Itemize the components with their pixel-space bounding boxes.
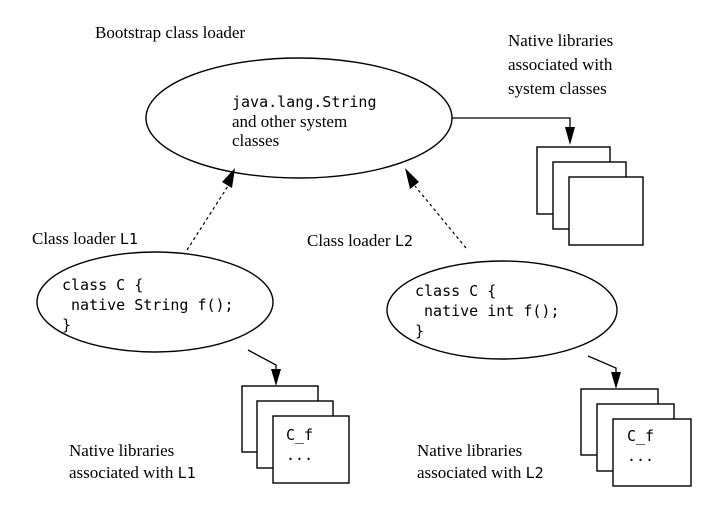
libs2-page-3 [612, 418, 692, 487]
loader2-code-line-1: class C { [415, 282, 496, 300]
loader1-delegation-arrowhead [222, 168, 235, 188]
bootstrap-line-1: java.lang.String [232, 93, 377, 111]
system-libs-line-2: associated with [508, 55, 613, 74]
bootstrap-line-3: classes [232, 131, 279, 150]
loader2-ellipse [386, 260, 618, 360]
libs1-caption-2: associated with L1 [69, 463, 196, 482]
libs1-page-3 [272, 415, 350, 484]
loader1-ellipse [36, 251, 274, 353]
loader2-to-libs-arrowhead [611, 372, 621, 389]
loader2-delegation-arrow [414, 185, 467, 249]
system-libs-line-3: system classes [508, 79, 607, 98]
loader2-code-line-3: } [415, 322, 424, 340]
loader2-label: Class loader L2 [307, 231, 413, 250]
loader1-to-libs-connector [247, 349, 277, 370]
bootstrap-line-2: and other system [232, 112, 347, 131]
libs1-code-2: ... [286, 446, 313, 464]
loader1-code-line-3: } [62, 316, 71, 334]
libs1-stack [241, 385, 350, 484]
bootstrap-to-libs-connector [452, 117, 571, 128]
loader1-to-libs-arrowhead [271, 369, 281, 386]
loader2-to-libs-connector [587, 355, 617, 373]
libs1-code-1: C_f [286, 426, 313, 444]
libs2-caption-1: Native libraries [417, 441, 522, 460]
system-libs-line-1: Native libraries [508, 31, 613, 50]
loader2-delegation-arrowhead [405, 168, 419, 189]
system-libs-stack [536, 146, 644, 246]
libs2-stack [580, 388, 692, 487]
bootstrap-title: Bootstrap class loader [95, 23, 245, 42]
loader1-label: Class loader L1 [32, 229, 138, 248]
loader1-code-line-1: class C { [62, 276, 143, 294]
libs2-code-1: C_f [627, 427, 654, 445]
loader2-code-line-2: native int f(); [415, 302, 560, 320]
libs1-caption-1: Native libraries [69, 441, 174, 460]
loader1-code-line-2: native String f(); [62, 296, 234, 314]
libs2-caption-2: associated with L2 [417, 463, 544, 482]
libs2-code-2: ... [627, 447, 654, 465]
loader1-delegation-arrow [186, 185, 229, 251]
bootstrap-to-libs-arrowhead [565, 127, 575, 145]
system-lib-page-3 [568, 176, 644, 246]
